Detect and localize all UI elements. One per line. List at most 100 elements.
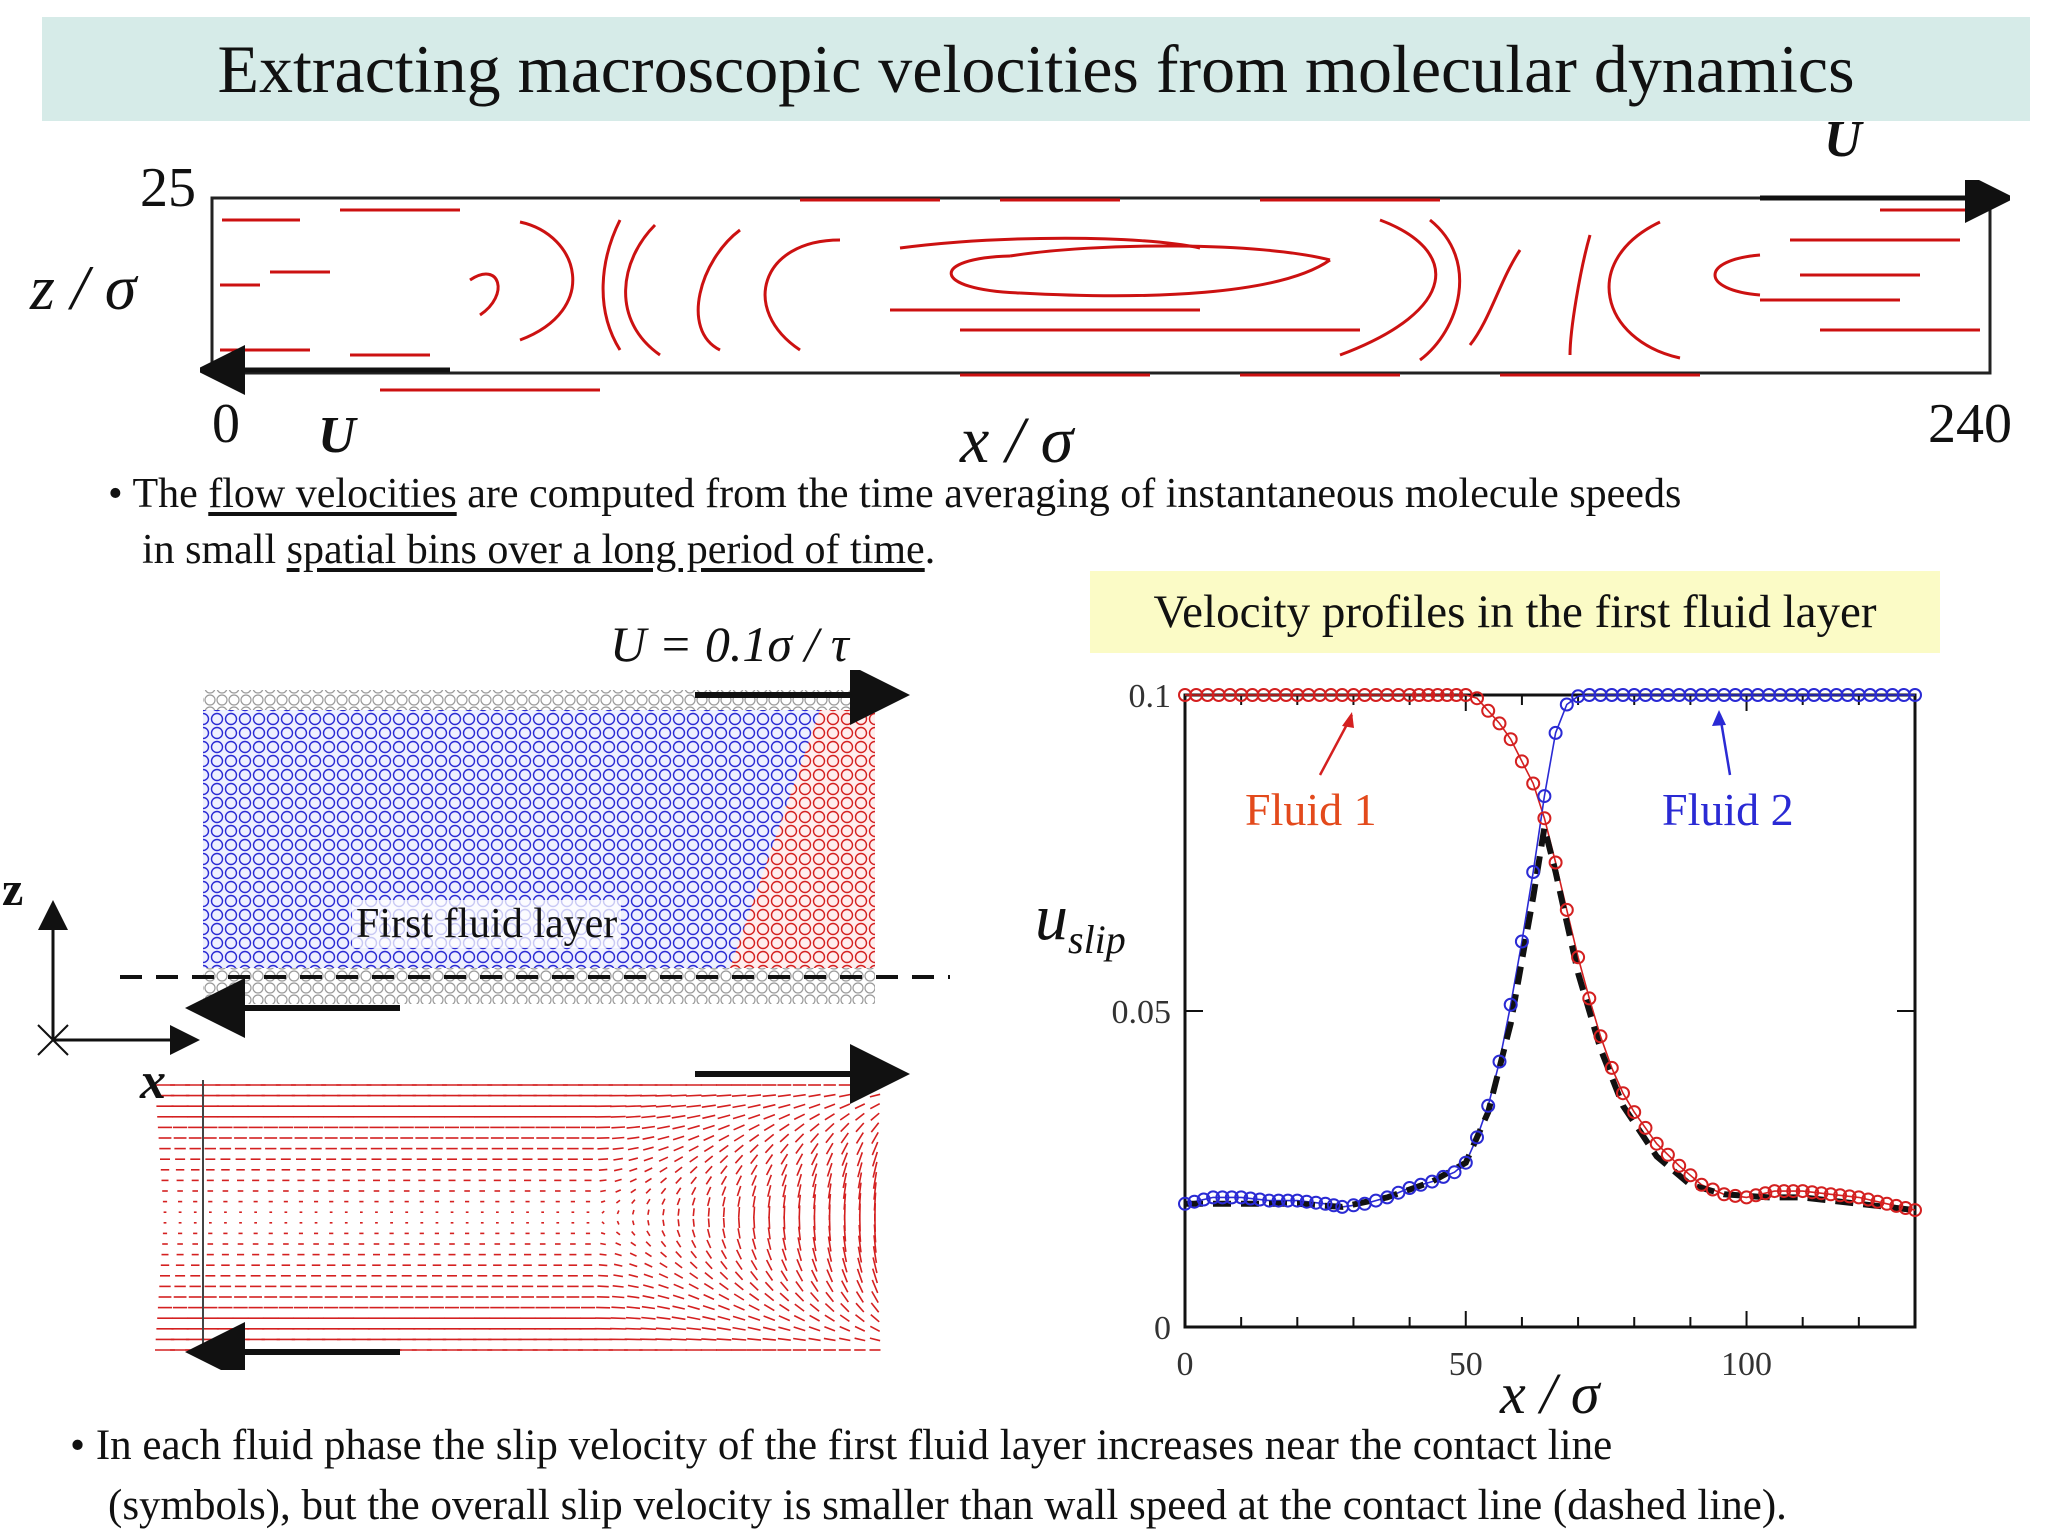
velocity-vector [612,1285,624,1288]
velocity-vector [873,1235,877,1253]
velocity-vector [735,1175,743,1186]
velocity-vector [688,1135,700,1141]
velocity-vector [783,1216,786,1230]
velocity-vector [689,1155,699,1163]
velocity-vector [722,1207,726,1218]
velocity-vector [750,1154,759,1165]
fluid-1-point [1889,1198,1904,1213]
velocity-vector [657,1135,670,1141]
velocity-vector [825,1132,835,1144]
velocity-vector [736,1185,742,1197]
velocity-vector [841,1269,849,1283]
velocity-vector [702,1304,715,1311]
velocity-vector [857,1246,863,1263]
velocity-vector [824,1103,836,1110]
velocity-vector [692,1218,695,1227]
velocity-vector [719,1271,729,1280]
streamline [1419,218,1462,362]
velocity-vector [809,1314,820,1322]
velocity-vector [630,1188,637,1194]
velocity-vector [737,1206,741,1218]
velocity-vector [675,1251,682,1259]
velocity-vector [625,1316,641,1320]
fluid-2-point [1252,1192,1267,1207]
velocity-vector [615,1242,622,1246]
fluid-1-point [1638,1120,1653,1135]
velocity-vector [612,1295,625,1299]
chart-lines [1184,694,1916,1214]
velocity-vector [871,1151,879,1167]
streamline [469,272,500,317]
x-axis-max: 240 [1928,393,2012,455]
fluid-2-annotation: Fluid 2 [1662,784,1794,835]
velocity-vector [675,1176,682,1184]
velocity-vector [810,1153,819,1166]
velocity-vector [749,1144,759,1154]
velocity-vector [670,1094,687,1097]
velocity-vector [626,1125,641,1129]
bullet-2-line-1: In each fluid phase the slip velocity of… [95,1422,1613,1469]
velocity-vector [826,1258,833,1273]
fluid-2-point [1526,865,1541,879]
velocity-vector [782,1237,787,1251]
velocity-vector [794,1123,805,1132]
velocity-vector [688,1294,700,1300]
bullet-mark-2: • [70,1422,86,1469]
fluid-2-point [1537,789,1552,804]
velocity-vector [768,1206,771,1219]
velocity-vector [751,1174,758,1186]
velocity-vector [702,1114,716,1120]
velocity-vector [642,1295,655,1299]
velocity-vector [642,1146,654,1151]
velocity-vector [671,1316,686,1321]
velocity-vector [627,1136,640,1140]
velocity-vector [689,1166,698,1174]
fluid-1-point [1514,754,1529,769]
fluid-2-point [1290,1193,1305,1208]
velocity-vector [645,1188,652,1194]
velocity-vector [809,1113,820,1121]
velocity-vector [779,1281,789,1292]
velocity-vector [767,1238,772,1250]
velocity-vector [692,1208,695,1217]
velocity-vector [854,1093,866,1098]
velocity-vector [858,1235,862,1253]
velocity-vector [872,1171,878,1189]
velocity-vector [797,1226,802,1241]
velocity-vector [813,1226,817,1241]
velocity-vector [598,1264,608,1267]
velocity-vector [809,1303,820,1312]
velocity-vector [857,1257,863,1273]
velocity-vector [702,1315,716,1321]
velocity-vector [779,1123,790,1132]
velocity-vector [810,1269,819,1282]
fluid-2-point [1481,1098,1496,1113]
velocity-vector [599,1179,607,1182]
velocity-vector [629,1178,637,1183]
velocity-vector [765,1154,774,1165]
velocity-vector [854,1103,866,1110]
velocity-vector [615,1231,621,1236]
velocity-vector [625,1105,642,1108]
velocity-vector [764,1281,774,1292]
velocity-vector [733,1124,745,1131]
streamline [949,254,1021,295]
velocity-vector [823,1093,836,1098]
velocity-vector [701,1104,716,1108]
velocity-vector [732,1326,746,1331]
velocity-vector [691,1197,696,1206]
fluid-2-point [1271,1193,1286,1208]
bullet-1-text-d: . [924,527,936,573]
velocity-vector [674,1261,683,1269]
velocity-vector [796,1258,803,1272]
velocity-vector [691,1186,697,1196]
y-tick-label: 0 [1154,1310,1171,1347]
streamline-plot [200,180,2010,395]
velocity-vector [673,1283,684,1290]
velocity-vector [625,1115,641,1119]
velocity-vector [732,1104,746,1109]
chart-x-label: x / σ [1500,1361,1600,1426]
velocity-vector [597,1147,609,1150]
velocity-vector [779,1133,790,1143]
plot-title-box [1090,571,1940,653]
